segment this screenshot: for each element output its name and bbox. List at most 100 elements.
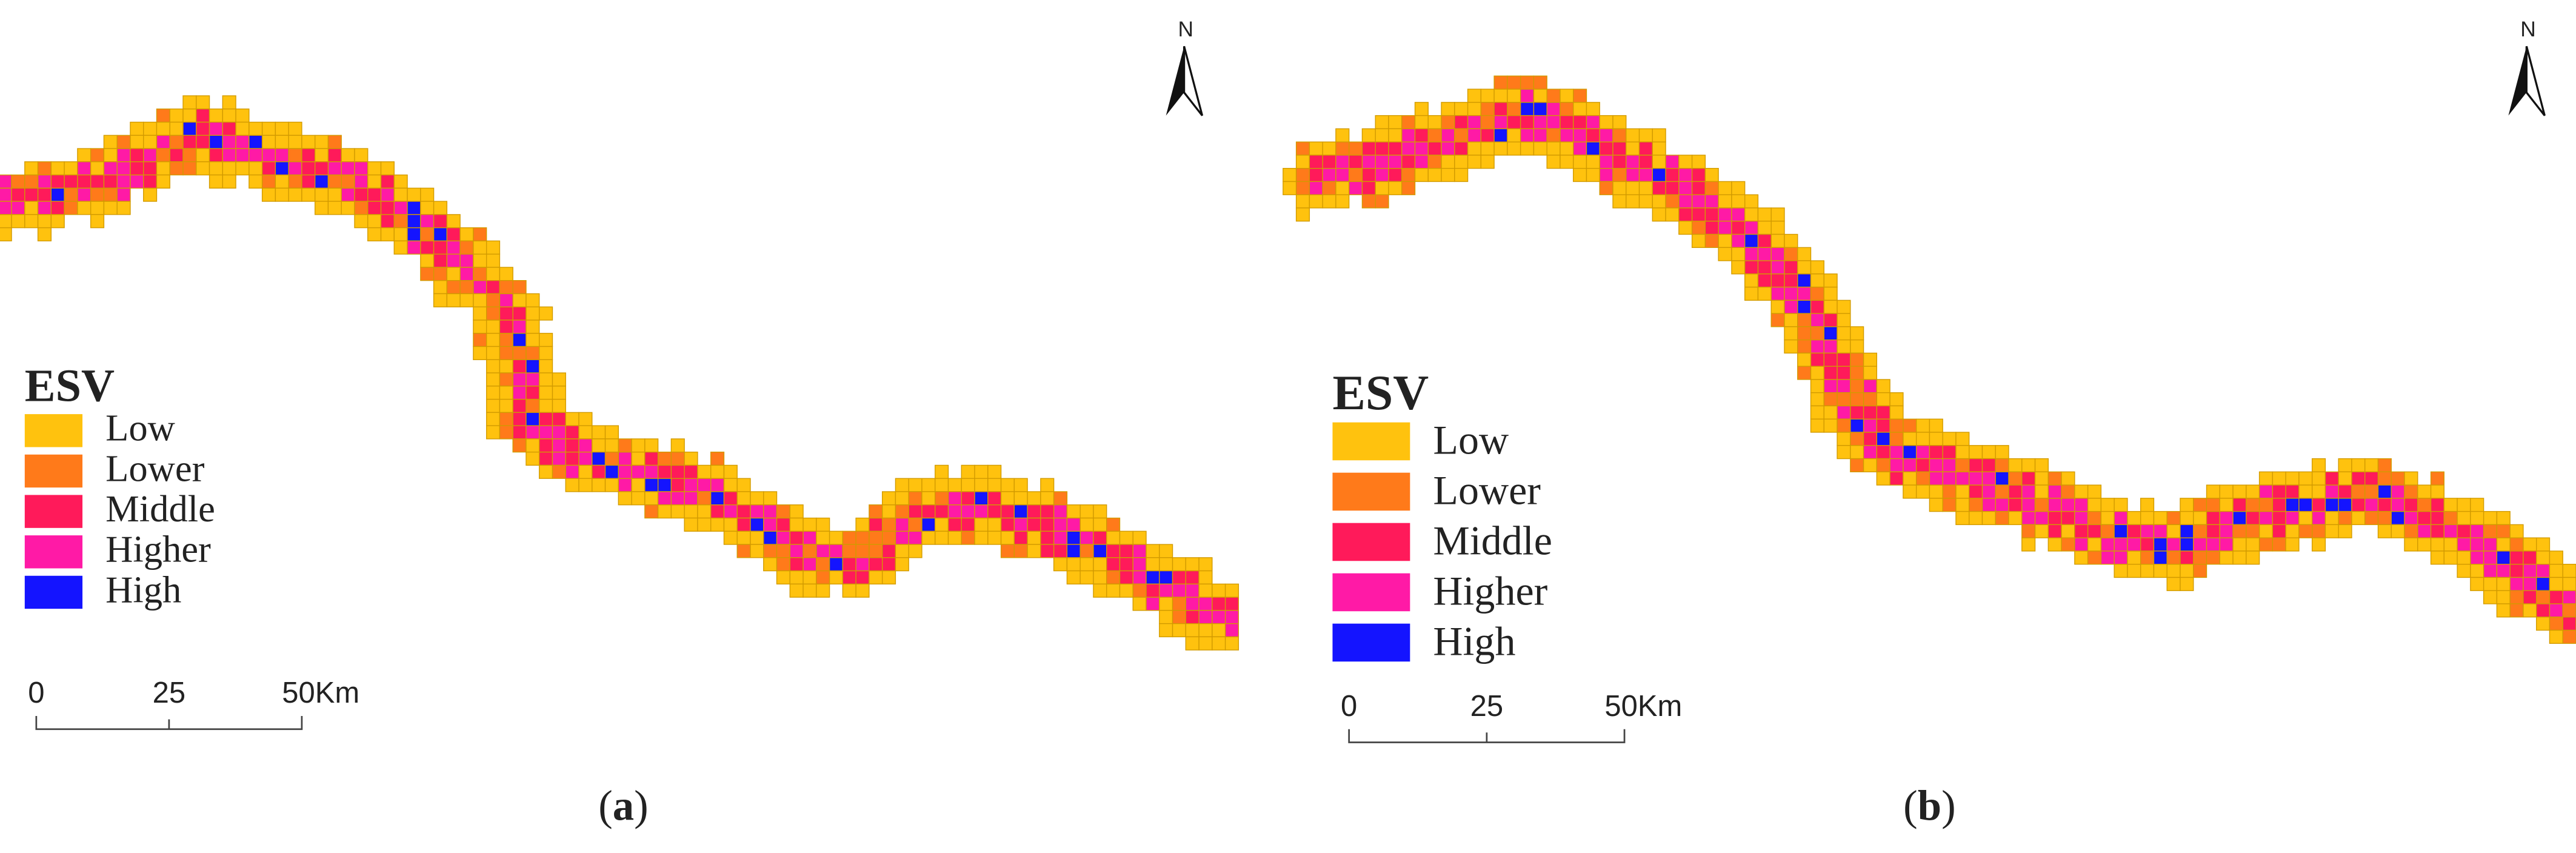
grid-cell bbox=[750, 504, 764, 519]
grid-cell bbox=[156, 109, 170, 123]
grid-cell bbox=[2272, 498, 2286, 512]
grid-cell bbox=[499, 425, 513, 440]
grid-cell bbox=[2087, 510, 2102, 526]
grid-cell bbox=[763, 491, 778, 506]
grid-cell bbox=[1586, 102, 1600, 116]
grid-cell bbox=[2509, 537, 2524, 552]
grid-cell bbox=[393, 201, 408, 215]
grid-cell bbox=[380, 161, 395, 176]
grid-cell bbox=[0, 201, 12, 215]
grid-cell bbox=[1744, 273, 1759, 288]
grid-cell bbox=[710, 491, 725, 506]
grid-cell bbox=[2298, 524, 2313, 538]
grid-cell bbox=[512, 359, 527, 373]
grid-cell bbox=[1322, 155, 1336, 169]
grid-cell bbox=[1863, 405, 1878, 420]
grid-cell bbox=[50, 161, 65, 176]
grid-cell bbox=[486, 293, 501, 307]
grid-cell bbox=[1810, 405, 1824, 420]
grid-cell bbox=[592, 438, 606, 453]
grid-cell bbox=[2298, 510, 2313, 526]
grid-cell bbox=[1955, 445, 1970, 460]
grid-cell bbox=[1520, 75, 1535, 90]
grid-cell bbox=[2324, 498, 2339, 512]
grid-cell bbox=[1612, 168, 1627, 182]
grid-cell bbox=[1981, 510, 1996, 526]
grid-cell bbox=[327, 187, 342, 202]
grid-cell bbox=[2193, 550, 2207, 565]
grid-cell bbox=[2061, 524, 2075, 538]
grid-cell bbox=[407, 187, 421, 202]
grid-cell bbox=[0, 187, 12, 202]
grid-cell bbox=[1533, 128, 1547, 142]
grid-cell bbox=[2523, 550, 2537, 565]
grid-cell bbox=[539, 386, 553, 400]
grid-cell bbox=[2114, 564, 2128, 578]
grid-cell bbox=[908, 544, 923, 558]
grid-cell bbox=[261, 135, 276, 149]
grid-cell bbox=[2140, 564, 2155, 578]
grid-cell bbox=[1027, 530, 1041, 545]
grid-cell bbox=[2193, 524, 2207, 538]
grid-cell bbox=[2562, 629, 2576, 644]
grid-cell bbox=[1942, 471, 1957, 486]
grid-cell bbox=[1322, 181, 1336, 195]
grid-cell bbox=[1718, 233, 1732, 248]
grid-cell bbox=[1427, 168, 1442, 182]
grid-cell bbox=[209, 161, 223, 176]
grid-cell bbox=[473, 267, 487, 281]
grid-cell bbox=[2061, 510, 2075, 526]
grid-cell bbox=[130, 135, 144, 149]
grid-cell bbox=[37, 201, 52, 215]
grid-cell bbox=[1863, 432, 1878, 446]
grid-cell bbox=[684, 491, 698, 506]
grid-cell bbox=[327, 135, 342, 149]
grid-cell bbox=[1507, 115, 1521, 130]
grid-cell bbox=[604, 425, 619, 440]
grid-cell bbox=[367, 174, 382, 189]
grid-cell bbox=[631, 451, 646, 466]
legend-swatch bbox=[24, 575, 83, 609]
grid-cell bbox=[2087, 498, 2102, 512]
grid-cell bbox=[1652, 155, 1666, 169]
grid-cell bbox=[261, 161, 276, 176]
grid-cell bbox=[486, 412, 501, 426]
grid-cell bbox=[908, 530, 923, 545]
grid-cell bbox=[2364, 510, 2379, 526]
grid-cell bbox=[974, 491, 989, 506]
grid-cell bbox=[1401, 141, 1416, 156]
grid-cell bbox=[512, 280, 527, 295]
grid-cell bbox=[1560, 155, 1574, 169]
grid-cell bbox=[1348, 181, 1363, 195]
grid-cell bbox=[499, 293, 513, 307]
grid-cell bbox=[1678, 194, 1693, 209]
grid-cell bbox=[2364, 484, 2379, 499]
grid-cell bbox=[2087, 484, 2102, 499]
grid-cell bbox=[433, 293, 448, 307]
grid-cell bbox=[1013, 504, 1028, 519]
grid-cell bbox=[526, 451, 540, 466]
grid-cell bbox=[1691, 207, 1706, 222]
grid-cell bbox=[723, 504, 738, 519]
grid-cell bbox=[763, 517, 778, 532]
grid-cell bbox=[1810, 273, 1824, 288]
grid-cell bbox=[354, 161, 369, 176]
grid-cell bbox=[1546, 141, 1561, 156]
grid-cell bbox=[393, 240, 408, 255]
grid-cell bbox=[1770, 286, 1785, 301]
grid-cell bbox=[169, 161, 184, 176]
grid-cell bbox=[2351, 498, 2366, 512]
grid-cell bbox=[1493, 128, 1508, 142]
grid-cell bbox=[526, 372, 540, 387]
grid-cell bbox=[1665, 168, 1680, 182]
grid-cell bbox=[2232, 550, 2247, 565]
grid-cell bbox=[354, 214, 369, 229]
grid-cell bbox=[2219, 510, 2234, 526]
grid-cell bbox=[2298, 471, 2313, 486]
grid-cell bbox=[1704, 194, 1719, 209]
grid-cell bbox=[1132, 583, 1147, 598]
grid-cell bbox=[1560, 128, 1574, 142]
grid-cell bbox=[2047, 537, 2062, 552]
grid-cell bbox=[512, 333, 527, 347]
grid-cell bbox=[644, 491, 659, 506]
